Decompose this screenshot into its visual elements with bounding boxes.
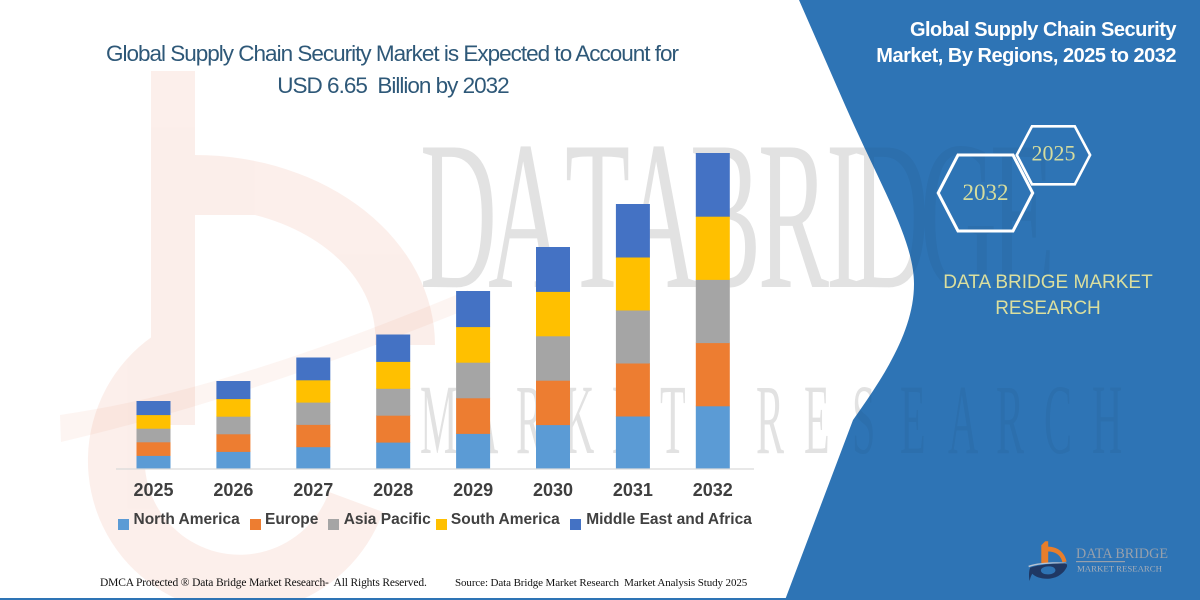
svg-text:DATA BRIDGE: DATA BRIDGE [1076, 546, 1168, 562]
svg-text:2025: 2025 [1032, 141, 1076, 166]
svg-text:MARKET RESEARCH: MARKET RESEARCH [1077, 564, 1162, 574]
svg-text:2032: 2032 [963, 180, 1009, 205]
